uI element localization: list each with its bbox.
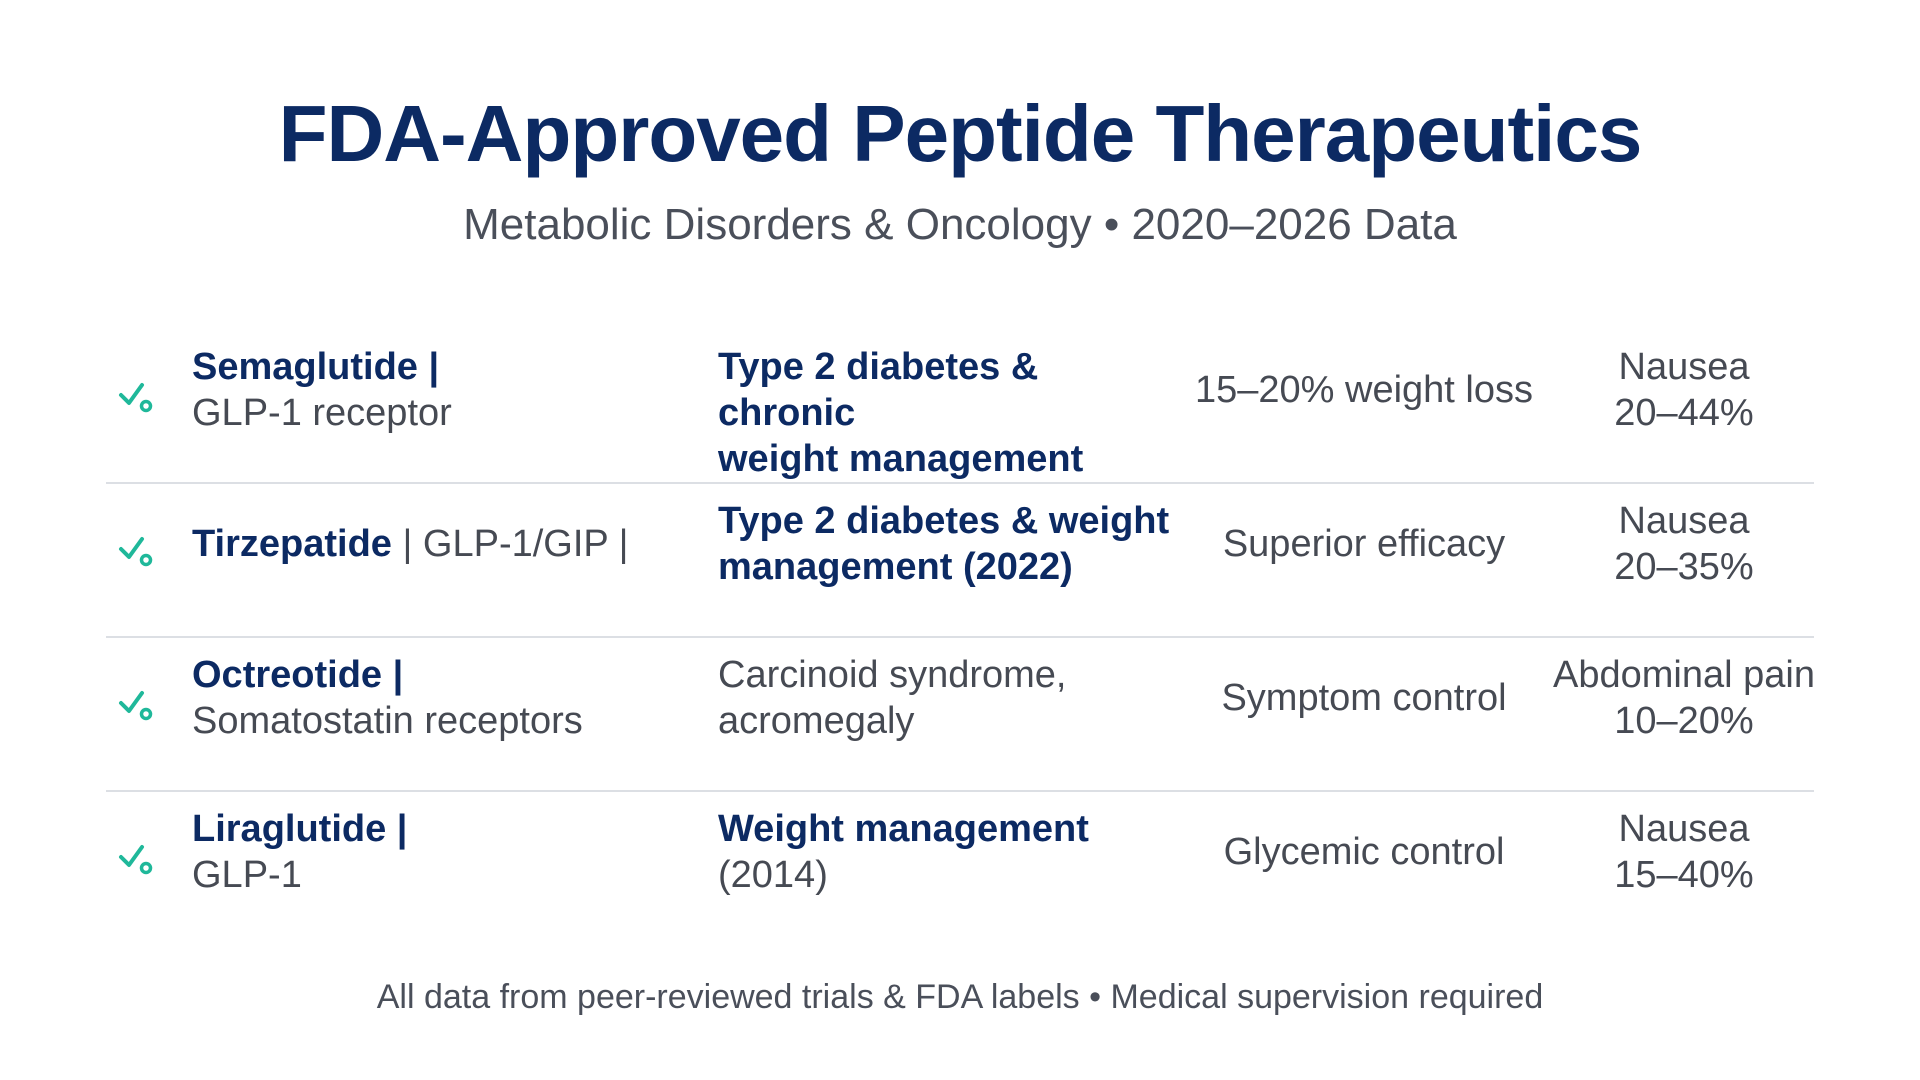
drug-cell: Octreotide | Somatostatin receptors xyxy=(192,652,662,744)
drug-target: Somatostatin receptors xyxy=(192,700,583,742)
check-dot-icon xyxy=(119,691,153,721)
side-effect-rate: 15–40% xyxy=(1614,854,1754,896)
table-row: Tirzepatide | GLP-1/GIP | Type 2 diabete… xyxy=(106,484,1814,638)
side-effect-cell: Nausea 20–44% xyxy=(1544,344,1824,436)
side-effect-rate: 10–20% xyxy=(1614,700,1754,742)
therapeutics-table: Semaglutide | GLP-1 receptor Type 2 diab… xyxy=(106,330,1815,944)
footer-note: All data from peer-reviewed trials & FDA… xyxy=(376,978,1544,1016)
drug-target: | GLP-1/GIP | xyxy=(391,523,629,565)
indication-line: Type 2 diabetes & chronic xyxy=(718,346,1039,434)
drug-target: GLP-1 xyxy=(192,854,302,896)
page-title: FDA-Approved Peptide Therapeutics xyxy=(278,89,1643,178)
efficacy-cell: 15–20% weight loss xyxy=(1195,369,1533,411)
drug-name: Liraglutide | xyxy=(192,808,408,850)
indication-line: weight management xyxy=(718,438,1084,480)
indication-line: acromegaly xyxy=(718,700,915,742)
indication-cell: Carcinoid syndrome, acromegaly xyxy=(718,652,1178,744)
side-effect-label: Abdominal pain xyxy=(1553,654,1815,696)
side-effect-label: Nausea xyxy=(1618,500,1750,542)
efficacy-cell: Symptom control xyxy=(1221,677,1507,719)
indication-line: Carcinoid syndrome, xyxy=(718,654,1067,696)
drug-name: Semaglutide | xyxy=(192,346,440,388)
side-effect-rate: 20–44% xyxy=(1614,392,1754,434)
indication-line: (2014) xyxy=(718,854,828,896)
side-effect-rate: 20–35% xyxy=(1614,546,1754,588)
drug-target: GLP-1 receptor xyxy=(192,392,452,434)
indication-line: Weight management xyxy=(718,808,1089,850)
check-dot-icon xyxy=(119,383,153,413)
side-effect-cell: Abdominal pain 10–20% xyxy=(1544,652,1824,744)
table-row: Liraglutide | GLP-1 Weight management (2… xyxy=(106,792,1814,944)
drug-cell: Semaglutide | GLP-1 receptor xyxy=(192,344,662,436)
table-row: Octreotide | Somatostatin receptors Carc… xyxy=(106,638,1815,792)
side-effect-label: Nausea xyxy=(1618,346,1750,388)
side-effect-label: Nausea xyxy=(1618,808,1750,850)
efficacy-cell: Superior efficacy xyxy=(1222,523,1506,565)
drug-cell: Tirzepatide | GLP-1/GIP | xyxy=(192,521,662,567)
check-dot-icon xyxy=(119,845,153,875)
check-dot-icon xyxy=(119,537,153,567)
efficacy-cell: Glycemic control xyxy=(1223,831,1505,873)
indication-line: management (2022) xyxy=(718,546,1073,588)
drug-cell: Liraglutide | GLP-1 xyxy=(192,806,662,898)
side-effect-cell: Nausea 20–35% xyxy=(1544,498,1824,590)
indication-cell: Weight management (2014) xyxy=(718,806,1178,898)
page-subtitle: Metabolic Disorders & Oncology • 2020–20… xyxy=(463,200,1457,249)
indication-line: Type 2 diabetes & weight xyxy=(718,500,1170,542)
drug-name: Octreotide | xyxy=(192,654,404,696)
indication-cell: Type 2 diabetes & weight management (202… xyxy=(718,498,1178,590)
indication-cell: Type 2 diabetes & chronic weight managem… xyxy=(718,344,1178,482)
table-row: Semaglutide | GLP-1 receptor Type 2 diab… xyxy=(106,330,1814,484)
drug-name: Tirzepatide xyxy=(192,523,392,565)
side-effect-cell: Nausea 15–40% xyxy=(1544,806,1824,898)
